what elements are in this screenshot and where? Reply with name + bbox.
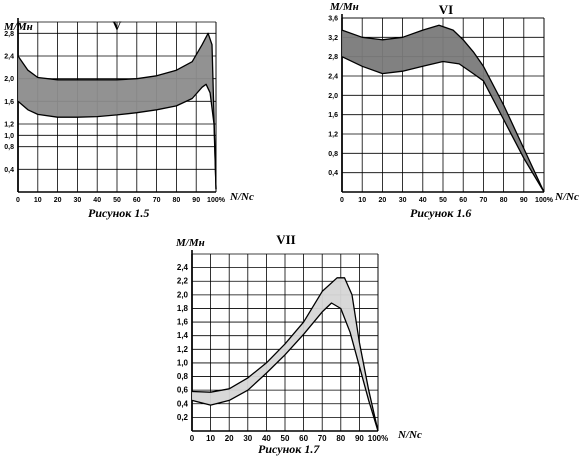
x-tick-label: 0 [16, 197, 20, 204]
x-tick-label: 0 [190, 434, 195, 443]
figure-caption: Рисунок 1.7 [258, 442, 320, 456]
series-upper-curve [191, 277, 379, 432]
y-tick-label: 3,2 [328, 35, 338, 42]
x-tick-label: 0 [340, 197, 344, 204]
y-axis-label: M/Mн [3, 21, 33, 33]
x-tick-label: 90 [520, 197, 528, 204]
y-tick-label: 3,6 [328, 16, 338, 23]
chart-title: VII [276, 232, 296, 247]
figure-caption: Рисунок 1.6 [410, 206, 471, 220]
x-tick-label: 40 [262, 434, 271, 443]
series-lower-curve [341, 56, 545, 193]
series-lower-curve [17, 83, 217, 190]
x-tick-label: 60 [133, 197, 141, 204]
y-tick-label: 1,2 [177, 345, 189, 354]
y-tick-label: 2,0 [4, 76, 14, 83]
chart-title: VI [439, 2, 453, 17]
y-tick-label: 0,8 [328, 151, 338, 158]
y-tick-label: 0,6 [177, 386, 189, 395]
x-tick-label: 10 [206, 434, 215, 443]
chart-3: 0 10 20 30 40 50 60 70 80 90 100% 0,2 0,4 0,6 0,8 1,0 1,… [175, 232, 422, 456]
band-area [342, 25, 544, 192]
y-tick-label: 0,4 [4, 167, 14, 174]
y-tick-label: 1,0 [4, 133, 14, 140]
x-tick-label: 30 [399, 197, 407, 204]
x-tick-label: 10 [34, 197, 42, 204]
x-tick-label: 80 [173, 197, 181, 204]
y-tick-label: 2,4 [328, 74, 338, 81]
y-tick-label: 0,4 [177, 399, 189, 408]
y-tick-label: 1,6 [177, 318, 189, 327]
x-tick-label: 30 [74, 197, 82, 204]
y-axis-label: M/Mн [329, 1, 359, 13]
y-tick-label: 2,0 [177, 290, 189, 299]
y-tick-label: 2,2 [177, 277, 189, 286]
y-tick-label: 1,2 [4, 122, 14, 129]
series-lower-curve [191, 302, 379, 432]
x-tick-label: 20 [379, 197, 387, 204]
y-tick-label: 1,6 [328, 112, 338, 119]
x-tick-label: 50 [439, 197, 447, 204]
x-tick-label: 100% [535, 197, 554, 204]
x-tick-label: 70 [480, 197, 488, 204]
y-tick-label: 2,0 [328, 93, 338, 100]
chart-title: V [112, 18, 122, 33]
x-axis-label: N/Nc [397, 429, 422, 441]
x-tick-label: 50 [281, 434, 290, 443]
series-upper-curve [17, 32, 217, 190]
x-tick-label: 90 [355, 434, 364, 443]
x-tick-label: 70 [153, 197, 161, 204]
x-tick-label: 30 [243, 434, 252, 443]
y-tick-label: 2,8 [4, 31, 14, 38]
y-tick-label: 0,8 [177, 372, 189, 381]
y-tick-label: 1,2 [328, 132, 338, 139]
series-upper-curve [341, 24, 545, 193]
y-tick-label: 1,8 [177, 304, 189, 313]
y-tick-label: 1,6 [4, 99, 14, 106]
y-tick-label: 0,2 [177, 413, 189, 422]
band-area [18, 33, 216, 190]
x-tick-label: 60 [459, 197, 467, 204]
x-tick-label: 10 [358, 197, 366, 204]
x-tick-label: 80 [336, 434, 345, 443]
chart-1: 0 10 20 30 40 50 60 70 80 90 100% 0,4 0,8 1,0 1,2 1,6 2,… [3, 18, 254, 220]
y-tick-label: 2,4 [4, 54, 14, 61]
x-tick-label: 40 [419, 197, 427, 204]
x-axis-label: N/Nc [554, 191, 579, 203]
x-tick-label: 90 [192, 197, 200, 204]
x-tick-label: 70 [318, 434, 327, 443]
x-axis-label: N/Nc [229, 191, 254, 203]
y-tick-label: 1,0 [177, 358, 189, 367]
y-tick-label: 0,4 [328, 170, 338, 177]
x-tick-label: 60 [299, 434, 308, 443]
x-tick-label: 40 [93, 197, 101, 204]
y-tick-label: 2,4 [177, 263, 189, 272]
figure-caption: Рисунок 1.5 [88, 206, 149, 220]
x-tick-label: 80 [500, 197, 508, 204]
x-tick-label: 100% [368, 434, 388, 443]
y-axis-label: M/Mн [175, 237, 205, 249]
y-tick-label: 0,8 [4, 144, 14, 151]
y-tick-label: 2,8 [328, 54, 338, 61]
x-tick-label: 20 [225, 434, 234, 443]
x-tick-label: 50 [113, 197, 121, 204]
x-tick-label: 20 [54, 197, 62, 204]
chart-2: 0 10 20 30 40 50 60 70 80 90 100% 0,4 0,8 1,2 1,6 2,0 2,… [328, 1, 579, 220]
x-tick-label: 100% [207, 197, 226, 204]
y-tick-label: 1,4 [177, 331, 189, 340]
